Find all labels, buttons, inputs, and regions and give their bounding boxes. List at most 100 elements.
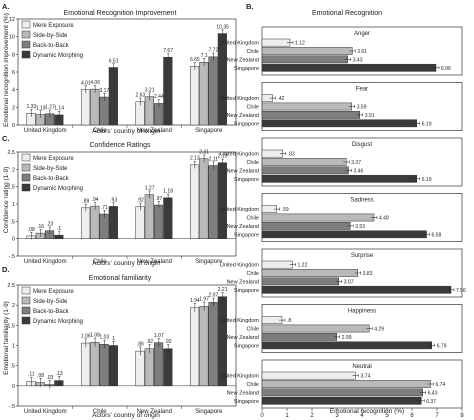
legend-swatch — [21, 173, 31, 182]
data-label: 2.13 — [190, 156, 200, 162]
country-label: Singapore — [234, 343, 259, 349]
legend-swatch — [21, 40, 31, 49]
y-axis-label: Confidence rating (1-9) — [3, 167, 10, 233]
x-tick-label: 4 — [360, 413, 364, 419]
bar — [199, 62, 209, 126]
plot-area: Anger United Kingdom 1.12 Chile 3.61 New Zeal… — [220, 26, 466, 419]
bar — [208, 165, 218, 239]
country-label: Chile — [246, 49, 259, 55]
chart-title: Emotional Recognition — [312, 10, 382, 17]
legend-label: Dynamic Morphing — [33, 319, 83, 325]
bar — [261, 277, 339, 286]
legend-label: Mere Exposure — [33, 289, 74, 295]
data-label: 2.31 — [199, 149, 209, 155]
x-axis-label: Actors' country of origin — [92, 128, 160, 135]
bar — [54, 234, 64, 239]
country-label: Singapore — [234, 399, 259, 405]
data-label: 3.74 — [361, 374, 371, 380]
data-label: 1.19 — [36, 105, 46, 111]
data-label: 2.21 — [218, 287, 228, 293]
bar — [163, 348, 173, 387]
bar — [45, 113, 55, 126]
y-axis-label-group: Emotional familiarity (1-9) — [3, 301, 10, 375]
data-label: 6.58 — [432, 232, 442, 238]
panel-letter: A. — [2, 2, 10, 11]
bar — [108, 206, 118, 239]
bar — [261, 47, 353, 55]
data-label: 10.35 — [216, 24, 229, 30]
legend-label: Side-by-Side — [33, 33, 68, 39]
data-label: 2.99 — [342, 335, 352, 341]
bar — [80, 89, 91, 126]
data-label: .42 — [278, 96, 285, 102]
x-tick-label: 1 — [285, 413, 289, 419]
data-label: 1.14 — [54, 106, 64, 112]
legend-swatch — [21, 296, 31, 305]
emotion-title: Surprise — [351, 253, 374, 259]
y-tick-label: 0 — [12, 237, 15, 243]
emotion-title: Anger — [354, 31, 370, 37]
bar — [26, 113, 36, 126]
bar — [261, 269, 358, 277]
data-label: .1 — [57, 226, 61, 232]
bar — [261, 333, 337, 341]
country-label: New Zealand — [227, 335, 259, 341]
country-label: Chile — [246, 160, 259, 166]
bar — [108, 345, 118, 387]
bar — [261, 38, 291, 47]
data-label: 1.03 — [100, 335, 110, 341]
data-label: 3.21 — [145, 87, 155, 93]
data-label: 6.51 — [109, 58, 119, 64]
data-label: 3.43 — [353, 58, 363, 64]
country-label: Singapore — [234, 288, 259, 294]
data-label: .94 — [92, 197, 99, 203]
x-tick-label: Chile — [93, 259, 107, 265]
y-tick-label: 1 — [12, 202, 15, 208]
bar — [261, 371, 356, 380]
bar — [99, 96, 109, 126]
bar — [90, 88, 100, 126]
data-label: 3.17 — [100, 88, 110, 94]
data-label: 6.74 — [436, 382, 446, 388]
panel-letter: D. — [2, 265, 10, 274]
x-tick-label: Singapore — [195, 409, 223, 415]
y-tick-label: 1 — [12, 344, 15, 350]
x-tick-label: New Zealand — [137, 259, 172, 265]
plot-area: -.5 0 .5 1 1.5 2 2.5 United Kingdom .08.16.23 .1 C… — [7, 149, 237, 265]
x-tick-label: New Zealand — [137, 128, 172, 134]
data-label: 1 — [112, 336, 115, 342]
bar — [90, 205, 100, 239]
country-label: Chile — [246, 216, 259, 222]
country-label: United Kingdom — [220, 41, 260, 47]
data-label: 1.97 — [199, 297, 209, 303]
bar — [261, 158, 347, 166]
bar — [45, 230, 55, 239]
y-tick-label: 0 — [12, 123, 15, 129]
plot-area: -.5 0 .5 1 1.5 2 2.5 United Kingdom .11.08.03.13… — [7, 283, 237, 415]
bar — [217, 296, 227, 387]
data-label: 1.94 — [190, 298, 200, 304]
bar — [261, 222, 351, 230]
data-label: .92 — [137, 198, 144, 204]
data-label: .93 — [110, 197, 117, 203]
x-tick-label: 3 — [335, 413, 339, 419]
y-axis-label: Emotional recognition improvement (%) — [3, 13, 10, 127]
bar — [135, 206, 145, 239]
y-tick-label: 12 — [9, 17, 15, 23]
country-label: United Kingdom — [220, 96, 260, 102]
bar — [261, 149, 283, 158]
data-label: 3.37 — [351, 160, 361, 166]
x-tick-label: Singapore — [195, 128, 223, 134]
y-tick-label: -.5 — [9, 254, 15, 260]
bar — [261, 63, 437, 72]
bar — [261, 230, 427, 239]
bar — [135, 350, 145, 387]
bar — [217, 162, 227, 239]
country-label: Chile — [246, 382, 259, 388]
x-tick-label: Chile — [93, 409, 107, 415]
bar — [90, 342, 100, 387]
legend-swatch — [21, 316, 31, 325]
y-axis-label: Emotional familiarity (1-9) — [3, 301, 10, 375]
legend-label: Side-by-Side — [33, 166, 68, 172]
y-tick-label: 2 — [12, 105, 15, 111]
